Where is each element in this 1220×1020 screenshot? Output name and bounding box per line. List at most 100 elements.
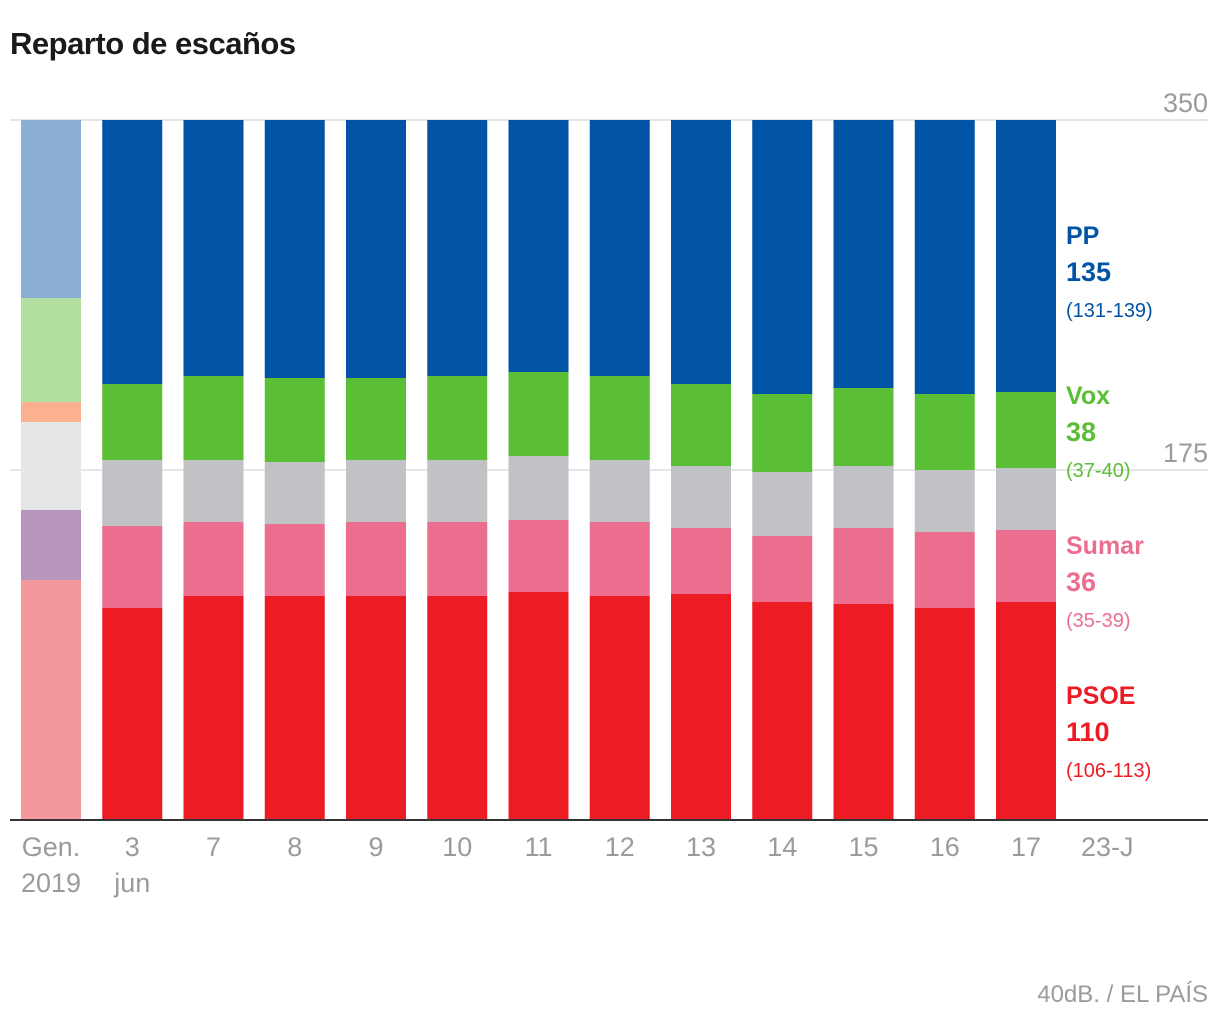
bar-11-other-2 (508, 456, 569, 520)
bar-12-psoe (589, 596, 650, 820)
bar-10-pp (427, 120, 488, 376)
party-label-sumar-range: (35-39) (1066, 610, 1130, 632)
party-label-psoe-seats: 110 (1066, 717, 1110, 747)
bar-7-vox (183, 376, 244, 460)
bar-8-vox (264, 378, 325, 462)
x-tick-label: 17 (1011, 832, 1041, 862)
bar-9-pp (346, 120, 406, 378)
x-tick-label: 13 (686, 832, 716, 862)
y-tick-label-175: 175 (1163, 438, 1208, 468)
bar-10-sumar (427, 522, 488, 596)
party-label-psoe-name: PSOE (1066, 682, 1135, 710)
bar-7-sumar (183, 522, 244, 596)
bar-3-psoe (102, 608, 163, 820)
x-tick-label: Gen. (22, 832, 81, 862)
x-tick-label: 15 (848, 832, 878, 862)
bar-3-vox (102, 384, 163, 460)
bar-3-pp (102, 120, 163, 384)
y-tick-label-350: 350 (1163, 88, 1208, 118)
bar-14-sumar (752, 536, 813, 602)
bar-15-other-2 (833, 466, 894, 528)
bar-11-psoe (508, 592, 569, 820)
bar-3-other-2 (102, 460, 163, 526)
party-label-pp-name: PP (1066, 222, 1099, 250)
x-tick-label: 8 (287, 832, 302, 862)
x-tick-label: 12 (605, 832, 635, 862)
bar-11-vox (508, 372, 569, 456)
bar-3-sumar (102, 526, 163, 608)
bar-gen-other-3 (21, 402, 81, 422)
x-tick-label: 3 (125, 832, 140, 862)
bar-13-sumar (671, 528, 731, 594)
y-axis-ticks: 175 350 (1163, 88, 1208, 468)
bar-8-psoe (264, 596, 325, 820)
bar-gen-pp (21, 120, 81, 298)
bar-16-vox (914, 394, 975, 470)
x-tick-label: 11 (524, 832, 552, 862)
x-axis-ticks: Gen. 2019 3 jun 7 8 9 10 11 12 13 14 15 16 17 23-J (21, 832, 1134, 898)
bar-12-other-2 (589, 460, 650, 522)
x-tick-label: 9 (368, 832, 383, 862)
bar-12-vox (589, 376, 650, 460)
bar-14-other-2 (752, 472, 813, 536)
bar-8-sumar (264, 524, 325, 596)
bar-7-other-2 (183, 460, 244, 522)
bar-15-vox (833, 388, 894, 466)
bar-12-pp (589, 120, 650, 376)
x-tick-sublabel: jun (113, 868, 150, 898)
party-label-pp-seats: 135 (1066, 257, 1111, 287)
x-tick-label: 10 (442, 832, 472, 862)
bar-14-vox (752, 394, 813, 472)
bar-7-pp (183, 120, 244, 376)
bar-9-other-2 (346, 460, 406, 522)
bar-17-other-2 (996, 468, 1056, 530)
bar-gen-vox (21, 298, 81, 402)
bar-16-pp (914, 120, 975, 394)
source-credit: 40dB. / EL PAÍS (1037, 981, 1208, 1008)
chart-title: Reparto de escaños (10, 26, 296, 61)
bar-gen-sumar (21, 510, 81, 580)
bar-13-vox (671, 384, 731, 466)
bar-14-pp (752, 120, 813, 394)
bar-8-other-2 (264, 462, 325, 524)
bar-gen-other-2 (21, 422, 81, 510)
stacked-bars (21, 120, 1056, 820)
bar-16-psoe (914, 608, 975, 820)
bar-7-psoe (183, 596, 244, 820)
bar-13-pp (671, 120, 731, 384)
bar-8-pp (264, 120, 325, 378)
bar-9-psoe (346, 596, 406, 820)
x-tick-label: 14 (767, 832, 797, 862)
bar-17-vox (996, 392, 1056, 468)
bar-15-psoe (833, 604, 894, 820)
party-label-pp-range: (131-139) (1066, 300, 1153, 322)
bar-11-sumar (508, 520, 569, 592)
bar-gen-psoe (21, 580, 81, 820)
bar-12-sumar (589, 522, 650, 596)
bar-15-pp (833, 120, 894, 388)
bar-9-vox (346, 378, 406, 460)
bar-9-sumar (346, 522, 406, 596)
party-label-vox-range: (37-40) (1066, 460, 1130, 482)
bar-16-sumar (914, 532, 975, 608)
bar-10-vox (427, 376, 488, 460)
party-label-sumar-seats: 36 (1066, 567, 1096, 597)
party-label-psoe-range: (106-113) (1066, 760, 1151, 782)
bar-17-psoe (996, 602, 1056, 820)
bar-10-other-2 (427, 460, 488, 522)
bar-15-sumar (833, 528, 894, 604)
party-label-sumar-name: Sumar (1066, 532, 1144, 560)
bar-17-sumar (996, 530, 1056, 602)
bar-11-pp (508, 120, 569, 372)
bar-10-psoe (427, 596, 488, 820)
x-tick-label: 16 (930, 832, 960, 862)
x-tick-label: 7 (206, 832, 221, 862)
bar-13-psoe (671, 594, 731, 820)
x-tick-label-final: 23-J (1081, 832, 1134, 862)
party-label-vox-name: Vox (1066, 382, 1110, 410)
x-tick-sublabel: 2019 (21, 868, 81, 898)
party-label-vox-seats: 38 (1066, 417, 1096, 447)
bar-14-psoe (752, 602, 813, 820)
party-labels: PP 135 (131-139) Vox 38 (37-40) Sumar 36 (35-39)… (1066, 222, 1153, 782)
